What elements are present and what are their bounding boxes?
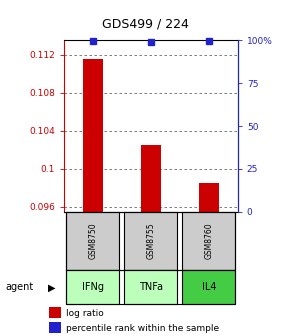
Text: log ratio: log ratio bbox=[66, 308, 104, 318]
Text: GSM8755: GSM8755 bbox=[146, 223, 155, 259]
Bar bbox=[66, 270, 119, 304]
Text: IFNg: IFNg bbox=[82, 282, 104, 292]
Text: TNFa: TNFa bbox=[139, 282, 163, 292]
Bar bbox=[83, 59, 103, 212]
Bar bbox=[199, 183, 219, 212]
Bar bbox=[49, 307, 61, 319]
Text: GDS499 / 224: GDS499 / 224 bbox=[102, 17, 188, 30]
Text: agent: agent bbox=[6, 282, 34, 292]
Bar bbox=[141, 145, 161, 212]
Text: GSM8750: GSM8750 bbox=[88, 223, 97, 259]
Bar bbox=[49, 322, 61, 333]
Bar bbox=[124, 212, 177, 270]
Bar bbox=[66, 212, 119, 270]
Text: ▶: ▶ bbox=[48, 282, 56, 292]
Text: GSM8760: GSM8760 bbox=[204, 223, 213, 259]
Text: percentile rank within the sample: percentile rank within the sample bbox=[66, 324, 220, 333]
Text: IL4: IL4 bbox=[202, 282, 216, 292]
Bar bbox=[182, 212, 235, 270]
Bar bbox=[182, 270, 235, 304]
Bar bbox=[124, 270, 177, 304]
